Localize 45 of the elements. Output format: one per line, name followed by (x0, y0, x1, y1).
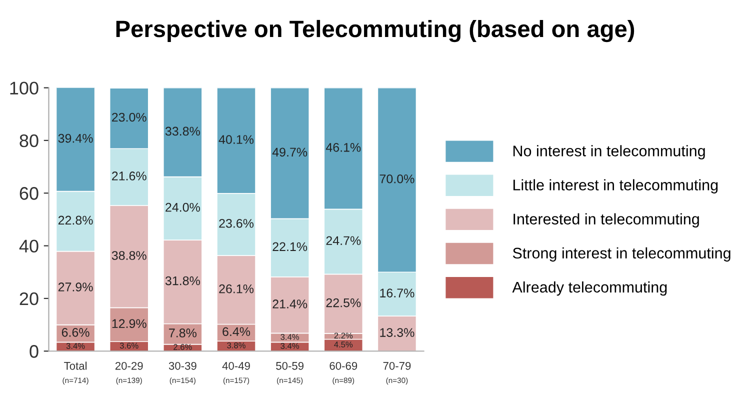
legend-label: Little interest in telecommuting (513, 179, 718, 194)
data-label: 16.7% (380, 288, 414, 298)
data-label: 21.4% (272, 300, 308, 308)
data-label: 31.8% (165, 276, 200, 286)
data-label: 3.4% (280, 334, 300, 340)
data-label: 12.9% (112, 319, 146, 328)
data-label: 38.8% (112, 251, 146, 260)
legend-label: Already telecommuting (512, 281, 667, 296)
data-label: 3.4% (66, 342, 85, 349)
y-tick-label: 0 (30, 345, 38, 358)
data-label: 49.7% (272, 148, 308, 157)
data-label: 3.4% (280, 342, 300, 349)
data-label: 24.7% (326, 236, 361, 246)
data-label: 70.0% (380, 174, 414, 184)
data-label: 7.8% (169, 328, 196, 338)
legend-label: Strong interest in telecommuting (512, 247, 730, 262)
data-label: 23.0% (112, 112, 146, 122)
data-label: 6.4% (222, 327, 250, 336)
data-label: 21.6% (112, 172, 146, 180)
data-label: 46.1% (326, 142, 361, 152)
data-label: 13.3% (380, 328, 414, 337)
data-label: 6.6% (62, 328, 90, 337)
chart-title: Perspective on Telecommuting (based on age) (116, 20, 634, 42)
data-label: 22.1% (272, 242, 308, 252)
data-label: 26.1% (219, 284, 254, 294)
legend-label: No interest in telecommuting (513, 145, 705, 160)
data-label: 22.8% (58, 216, 93, 225)
legend-label: Interested in telecommuting (514, 213, 699, 228)
y-tick-label: 40 (19, 240, 38, 253)
data-label: 40.1% (218, 135, 254, 144)
data-label: 24.0% (166, 202, 200, 212)
y-tick-label: 20 (20, 292, 38, 306)
y-tick-label: 100 (10, 82, 38, 94)
data-label: 22.5% (326, 298, 361, 308)
data-label: 2.6% (174, 344, 192, 350)
y-tick-label: 80 (20, 134, 38, 148)
data-label: 27.9% (58, 282, 93, 292)
data-label: 23.6% (219, 218, 254, 228)
y-tick-label: 60 (20, 187, 38, 200)
data-label: 4.5% (334, 342, 353, 348)
data-label: 2.2% (334, 332, 353, 339)
data-label: 39.4% (58, 134, 93, 143)
data-label: 3.6% (120, 342, 138, 349)
data-label: 33.8% (165, 126, 200, 136)
data-label: 3.8% (227, 342, 246, 348)
